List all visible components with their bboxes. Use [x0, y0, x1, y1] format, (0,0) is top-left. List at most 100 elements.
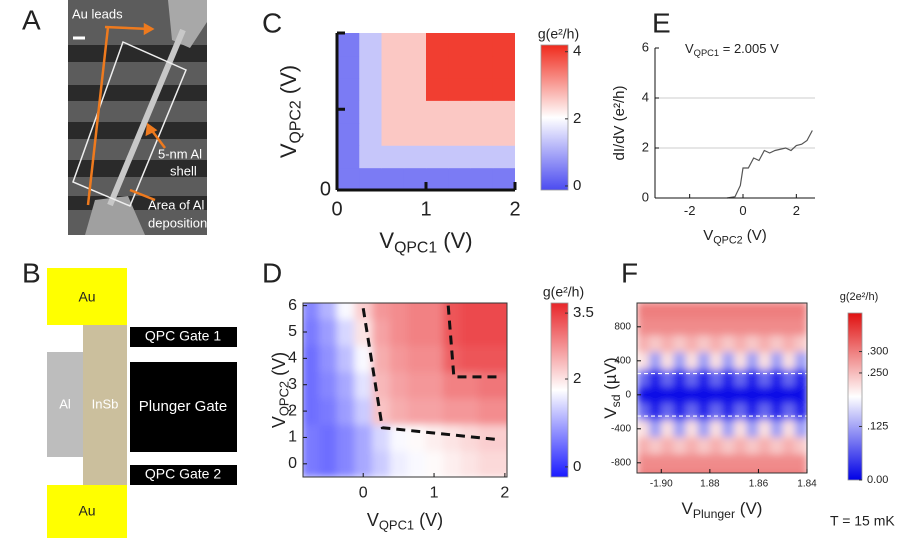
heatmap-cell — [492, 145, 515, 169]
arrows — [86, 22, 166, 206]
heatmap-cell — [389, 397, 409, 425]
heatmap-cell — [425, 345, 444, 373]
label-subscript: QPC1 — [394, 240, 437, 257]
heatmap-cell — [359, 77, 383, 101]
heatmap-cell — [673, 454, 687, 472]
heatmap-cell — [448, 33, 472, 57]
heatmap-cell — [649, 420, 662, 438]
heatmap-cell — [685, 403, 699, 421]
heatmap-cell — [448, 55, 472, 79]
y-tick-label: 0 — [642, 189, 649, 204]
guide-line — [446, 305, 500, 379]
block-label: Au — [78, 503, 95, 519]
heatmap-cell — [637, 386, 650, 404]
heatmap-cell — [673, 369, 687, 387]
heatmap-cell — [496, 345, 507, 373]
heatmap-cell — [709, 471, 723, 473]
axis-label: VQPC2 (V) — [703, 227, 767, 246]
heatmap-cell — [746, 352, 760, 370]
heatmap-cell — [425, 303, 444, 320]
heatmap-cell — [496, 303, 507, 320]
heatmap-cell — [794, 386, 807, 404]
heatmap-cell — [758, 437, 772, 455]
heatmap-cell — [470, 77, 494, 101]
label-text: = 2.005 V — [719, 41, 779, 56]
heatmap-cell — [794, 454, 807, 472]
deposition-area — [72, 40, 187, 207]
heatmap-cell — [403, 122, 427, 146]
heatmap-cell — [442, 450, 462, 477]
heatmap-cell — [697, 420, 711, 438]
heatmap-cell — [746, 420, 760, 438]
heatmap-cell — [722, 386, 735, 404]
heatmap-cell — [782, 318, 796, 336]
heatmap-cell — [442, 318, 462, 346]
heatmap-cell — [649, 352, 662, 370]
label-text: (V) — [735, 499, 762, 518]
heatmap-cell — [709, 352, 723, 370]
heatmap-cell — [746, 403, 760, 421]
heatmap-cell — [426, 77, 449, 101]
heatmap-cell — [782, 369, 796, 387]
label-subscript: sd — [609, 394, 623, 407]
heatmap-cell — [661, 454, 675, 472]
heatmap-cell — [685, 352, 699, 370]
heatmap-cell — [407, 303, 426, 320]
heatmap-cell — [722, 352, 735, 370]
heatmap-cell — [336, 345, 355, 373]
label-text: V — [601, 407, 620, 419]
heatmap-cell — [673, 437, 687, 455]
x-tick-label: 2 — [793, 203, 800, 218]
axis-label: VQPC1 (V) — [379, 228, 472, 257]
heatmap-cell — [734, 437, 747, 455]
panel-label: F — [621, 257, 638, 288]
heatmap-cell — [758, 352, 772, 370]
colorbar-tick-label: 3.5 — [573, 304, 594, 321]
heatmap-cell — [746, 369, 760, 387]
heatmap-cell — [697, 437, 711, 455]
heatmap-cell — [794, 403, 807, 421]
gate — [130, 362, 237, 452]
heatmap-cell — [673, 303, 687, 319]
heatmap-cell — [722, 471, 735, 473]
heatmap-cells — [337, 33, 515, 190]
heatmap-cell — [685, 369, 699, 387]
heatmap-cell — [722, 403, 735, 421]
label-text: (V) — [269, 352, 289, 381]
heatmap-cell — [697, 369, 711, 387]
panel-f: F .300 .250 .125 0.00 g(2e²/h) -1.90 1.88 1.86 1.… — [601, 257, 895, 528]
heatmap-cell — [770, 437, 784, 455]
panel-label: E — [652, 7, 671, 38]
heatmap-cell — [673, 318, 687, 336]
heatmap-cell — [770, 318, 784, 336]
heatmap-cell — [782, 471, 796, 473]
label-subscript: Plunger — [693, 507, 735, 521]
heatmap-cell — [734, 303, 747, 319]
x-tick-label: -1.90 — [650, 479, 673, 490]
axis-label: dI/dV (e²/h) — [611, 85, 628, 160]
x-tick-label: 2 — [500, 485, 509, 502]
annotation: 5-nm Al — [158, 146, 202, 161]
heatmap-cell — [782, 335, 796, 353]
heatmap-cell — [336, 303, 355, 320]
heatmap-cell — [758, 403, 772, 421]
colorbar-title: g(e²/h) — [543, 284, 584, 300]
heatmap-cell — [336, 424, 355, 452]
heatmap-cell — [758, 471, 772, 473]
plot-frame — [302, 302, 508, 478]
heatmap-cell — [709, 335, 723, 353]
nanowire — [107, 28, 186, 207]
heatmap-cell — [697, 335, 711, 353]
heatmap-cell — [794, 335, 807, 353]
y-tick-label: -400 — [611, 423, 631, 434]
guide-line — [361, 308, 501, 442]
heatmap-cell — [407, 371, 426, 399]
heatmap-cell — [470, 33, 494, 57]
axis-label: VQPC1 = 2.005 V — [685, 41, 779, 58]
x-tick-label: 0 — [331, 198, 342, 220]
heatmap-cell — [337, 100, 360, 124]
heatmap-cell — [359, 100, 383, 124]
heatmap-cell — [381, 145, 405, 169]
y-tick-label: 800 — [614, 321, 631, 332]
axis-label: VPlunger (V) — [682, 499, 763, 521]
